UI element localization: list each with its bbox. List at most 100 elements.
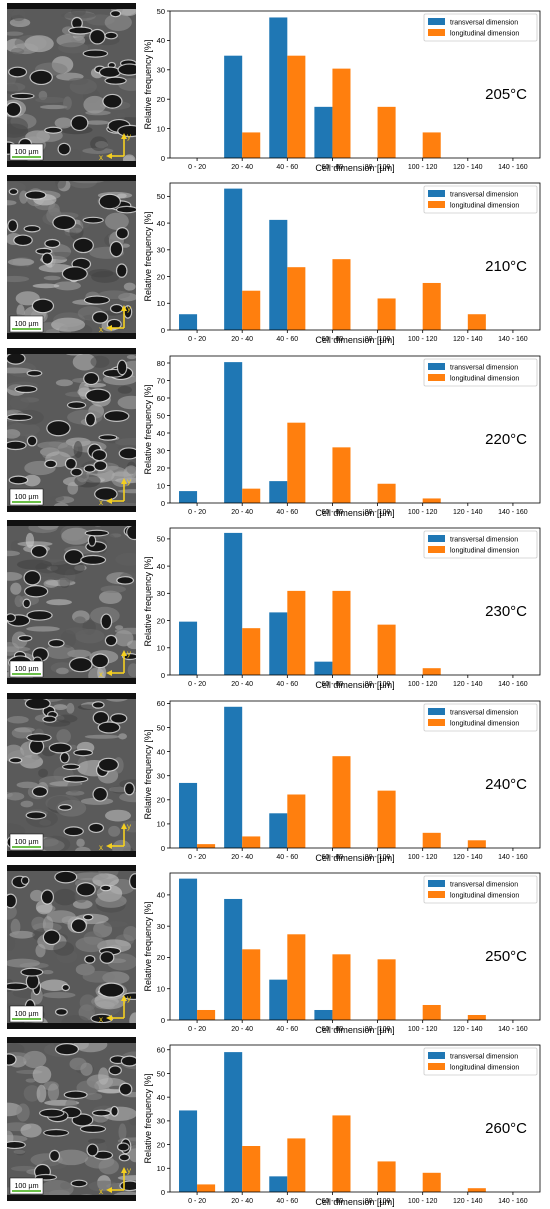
legend-label: transversal dimension: [450, 364, 518, 371]
legend: transversal dimension longitudinal dimens…: [423, 530, 538, 559]
x-tick-label: 80 - 100: [365, 1198, 391, 1205]
x-axis-label: Cell dimension [µm]: [315, 1197, 394, 1207]
y-tick-label: 0: [161, 1016, 165, 1025]
y-tick-label: 20: [157, 617, 165, 626]
y-axis-glyph: y: [127, 477, 131, 486]
y-tick-label: 60: [157, 394, 165, 403]
x-tick-label: 120 - 140: [453, 336, 483, 343]
x-tick-label: 100 - 120: [408, 509, 438, 516]
scale-bar: 100 µm: [9, 833, 44, 850]
y-axis-glyph: y: [127, 132, 131, 141]
y-axis-label: Relative frequency [%]: [143, 901, 153, 991]
x-tick-label: 20 - 40: [231, 854, 253, 861]
y-tick-label: 50: [157, 723, 165, 732]
bar-transversal: [269, 1176, 288, 1193]
sem-image: 100 µm x y: [7, 520, 136, 685]
temperature-annotation: 240°C: [485, 776, 527, 793]
scale-bar: 100 µm: [9, 1005, 44, 1023]
y-axis-glyph: y: [127, 822, 131, 831]
y-tick-label: 50: [157, 411, 165, 420]
legend-swatch: [428, 535, 445, 543]
y-tick-label: 30: [157, 446, 165, 455]
bar-longitudinal: [467, 1188, 486, 1193]
xy-axes-indicator: xy: [99, 1166, 131, 1196]
bar-longitudinal: [422, 498, 441, 503]
y-tick-label: 10: [157, 1164, 165, 1173]
x-tick-label: 140 - 160: [498, 1198, 528, 1205]
bar-longitudinal: [422, 1004, 441, 1020]
histogram-chart: 0 10 20 30 40 50 60 0 - 20 20 - 40 40 - 60 60 - 80…: [142, 690, 544, 863]
bar-transversal: [269, 979, 288, 1020]
bar-transversal: [314, 106, 333, 158]
xy-axes-indicator: xy: [99, 649, 131, 679]
y-tick-label: 50: [157, 535, 165, 544]
legend-swatch: [428, 1052, 445, 1060]
xy-axes-indicator: xy: [99, 822, 131, 852]
x-tick-label: 120 - 140: [453, 509, 483, 516]
y-tick-label: 40: [157, 747, 165, 756]
y-tick-label: 10: [157, 644, 165, 653]
y-tick-label: 40: [157, 36, 165, 45]
bar-longitudinal: [197, 1009, 216, 1020]
bar-transversal: [314, 1009, 333, 1020]
bar-transversal: [269, 220, 288, 331]
x-tick-label: 20 - 40: [231, 681, 253, 688]
y-tick-label: 70: [157, 376, 165, 385]
bar-transversal: [224, 189, 243, 331]
bar-longitudinal: [467, 839, 486, 848]
bar-longitudinal: [242, 628, 261, 676]
histogram-chart: 0 10 20 30 40 50 0 - 20 20 - 40 40 - 60 60 - 80 80…: [142, 172, 544, 345]
axes-frame: [169, 355, 541, 504]
y-tick-label: 10: [157, 124, 165, 133]
y-tick-label: 0: [161, 154, 165, 163]
bar-longitudinal: [242, 132, 261, 158]
x-tick-label: 80 - 100: [365, 164, 391, 171]
temperature-annotation: 205°C: [485, 86, 527, 103]
histogram-svg: 0 10 20 30 40 50 60 0 - 20 20 - 40 40 - 60 60 - 80…: [143, 699, 541, 863]
legend-swatch: [428, 18, 445, 25]
axes-frame: [169, 700, 541, 848]
sem-image: 100 µm x y: [7, 692, 136, 857]
x-tick-label: 40 - 60: [276, 336, 298, 343]
bar-longitudinal: [377, 1161, 396, 1193]
x-tick-label: 60 - 80: [322, 1026, 344, 1033]
axes-frame: [169, 182, 541, 331]
bar-transversal: [224, 1052, 243, 1193]
panel-row: 100 µm x y 0 10 20 30 40 50 60 0 - 20 20 - 40 40 - 6…: [0, 1034, 550, 1207]
x-tick-label: 100 - 120: [408, 681, 438, 688]
y-tick-label: 40: [157, 1093, 165, 1102]
y-tick-label: 10: [157, 299, 165, 308]
bar-longitudinal: [287, 794, 306, 848]
temperature-annotation: 210°C: [485, 258, 527, 275]
histogram-chart: 0 10 20 30 40 50 60 0 - 20 20 - 40 40 - 60 60 - 80…: [142, 1034, 544, 1207]
x-axis-glyph: x: [99, 325, 103, 334]
panel-row: 100 µm x y 0 10 20 30 40 50 0 - 20 20 - 40 40 - 60 6…: [0, 0, 550, 173]
panel-row: 100 µm x y 0 10 20 30 40 50 60 0 - 20 20 - 40 40 - 6…: [0, 690, 550, 863]
y-tick-label: 60: [157, 699, 165, 708]
x-tick-label: 40 - 60: [276, 1026, 298, 1033]
bar-longitudinal: [422, 132, 441, 158]
temperature-annotation: 220°C: [485, 431, 527, 448]
legend-label: longitudinal dimension: [450, 720, 519, 727]
y-tick-label: 30: [157, 66, 165, 75]
scale-bar: 100 µm: [9, 488, 44, 506]
scale-bar-label: 100 µm: [14, 147, 38, 156]
bar-transversal: [179, 490, 198, 503]
scale-bar-label: 100 µm: [14, 1009, 38, 1018]
x-tick-label: 140 - 160: [498, 681, 528, 688]
x-tick-label: 20 - 40: [231, 336, 253, 343]
y-tick-label: 0: [161, 499, 165, 508]
legend-label: transversal dimension: [450, 192, 518, 199]
x-tick-label: 20 - 40: [231, 1198, 253, 1205]
bar-longitudinal: [332, 68, 351, 158]
bar-longitudinal: [242, 291, 261, 331]
y-tick-label: 30: [157, 922, 165, 931]
y-tick-label: 30: [157, 589, 165, 598]
legend-swatch: [428, 891, 445, 898]
bar-longitudinal: [242, 1146, 261, 1193]
